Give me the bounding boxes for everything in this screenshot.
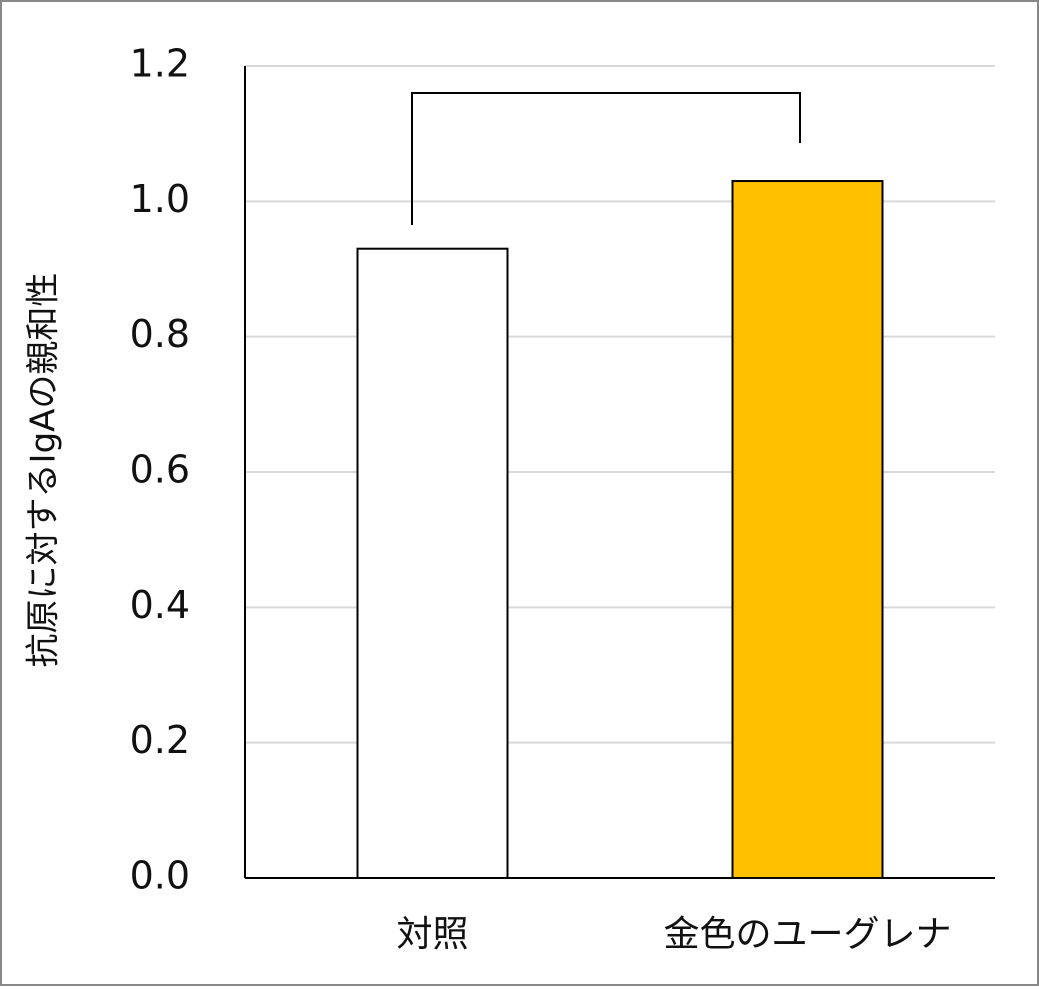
bar xyxy=(356,247,509,879)
y-tick-label: 0.6 xyxy=(130,448,190,492)
y-axis-label: 抗原に対するIgAの親和性 xyxy=(24,273,64,668)
significance-bracket xyxy=(411,92,801,225)
y-tick-label: 0.8 xyxy=(130,312,190,356)
y-tick-label: 0.2 xyxy=(130,718,190,762)
bar xyxy=(731,180,884,880)
y-tick-label: 1.2 xyxy=(130,42,190,86)
y-tick-label: 0.0 xyxy=(130,854,190,898)
x-tick-label: 対照 xyxy=(396,914,468,955)
y-tick-label: 0.4 xyxy=(130,583,190,627)
y-tick-label: 1.0 xyxy=(130,177,190,221)
x-tick-label: 金色のユーグレナ xyxy=(663,914,951,955)
